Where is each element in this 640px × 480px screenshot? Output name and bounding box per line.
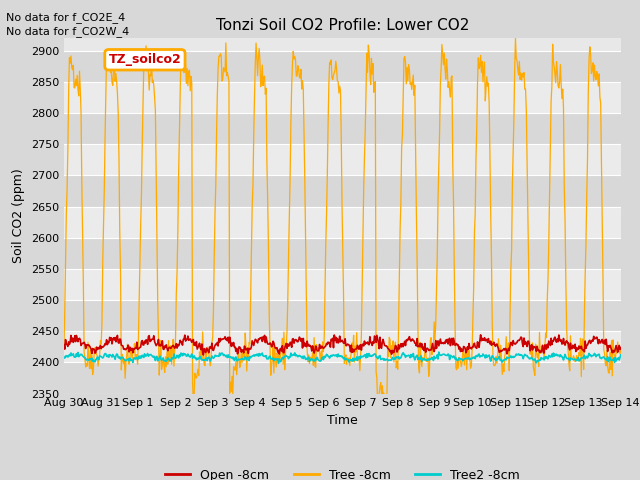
Bar <box>64 176 621 207</box>
Title: Tonzi Soil CO2 Profile: Lower CO2: Tonzi Soil CO2 Profile: Lower CO2 <box>216 18 469 33</box>
Y-axis label: Soil CO2 (ppm): Soil CO2 (ppm) <box>12 168 26 264</box>
Bar <box>64 238 621 269</box>
Bar <box>64 51 621 82</box>
Bar <box>64 207 621 238</box>
Bar <box>64 82 621 113</box>
X-axis label: Time: Time <box>327 414 358 427</box>
Bar <box>64 300 621 331</box>
Text: No data for f_CO2W_4: No data for f_CO2W_4 <box>6 26 130 37</box>
Bar <box>64 331 621 362</box>
Bar <box>64 113 621 144</box>
Legend: Open -8cm, Tree -8cm, Tree2 -8cm: Open -8cm, Tree -8cm, Tree2 -8cm <box>159 464 525 480</box>
Bar <box>64 269 621 300</box>
Bar <box>64 362 621 394</box>
Text: No data for f_CO2E_4: No data for f_CO2E_4 <box>6 12 125 23</box>
Bar <box>64 144 621 176</box>
Text: TZ_soilco2: TZ_soilco2 <box>109 53 181 66</box>
